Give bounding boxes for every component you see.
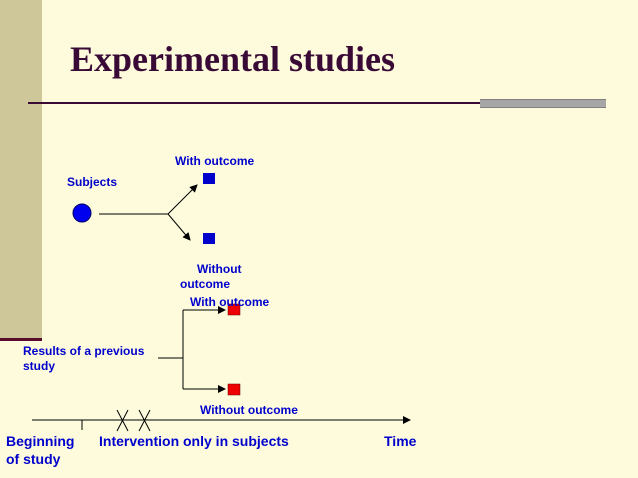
with-outcome-marker bbox=[203, 173, 215, 184]
slide-title: Experimental studies bbox=[70, 39, 396, 79]
without-outcome-label-line2: outcome bbox=[180, 277, 231, 291]
with-outcome-label: With outcome bbox=[175, 154, 255, 168]
results-label-line1: Results of a previous bbox=[23, 344, 145, 358]
study-start-label-line2: of study bbox=[6, 451, 61, 467]
without-outcome-label-line1: Without bbox=[197, 262, 242, 276]
historical-with-outcome-marker bbox=[227, 303, 241, 316]
study-start-label-line1: Beginning bbox=[6, 433, 75, 449]
subjects-label: Subjects bbox=[67, 175, 118, 189]
time-label: Time bbox=[384, 433, 417, 449]
with-outcome-arrow bbox=[167, 184, 198, 215]
sidebar-decoration bbox=[0, 0, 42, 340]
historical-without-outcome-label: Without outcome bbox=[200, 403, 298, 417]
title-rule-accent bbox=[480, 99, 606, 108]
historical-with-outcome-label: With outcome bbox=[190, 295, 270, 309]
intervention-label: Intervention only in subjects bbox=[99, 433, 289, 449]
title-rule bbox=[28, 102, 480, 104]
sidebar-accent-bar bbox=[0, 338, 42, 341]
results-label-line2: study bbox=[23, 359, 56, 373]
without-outcome-arrow bbox=[167, 213, 191, 241]
historical-without-outcome-marker bbox=[227, 383, 241, 396]
subjects-node bbox=[72, 203, 92, 223]
intervention-mark-1b bbox=[116, 409, 129, 432]
without-outcome-marker bbox=[203, 233, 215, 244]
intervention-mark-2b bbox=[138, 409, 151, 432]
